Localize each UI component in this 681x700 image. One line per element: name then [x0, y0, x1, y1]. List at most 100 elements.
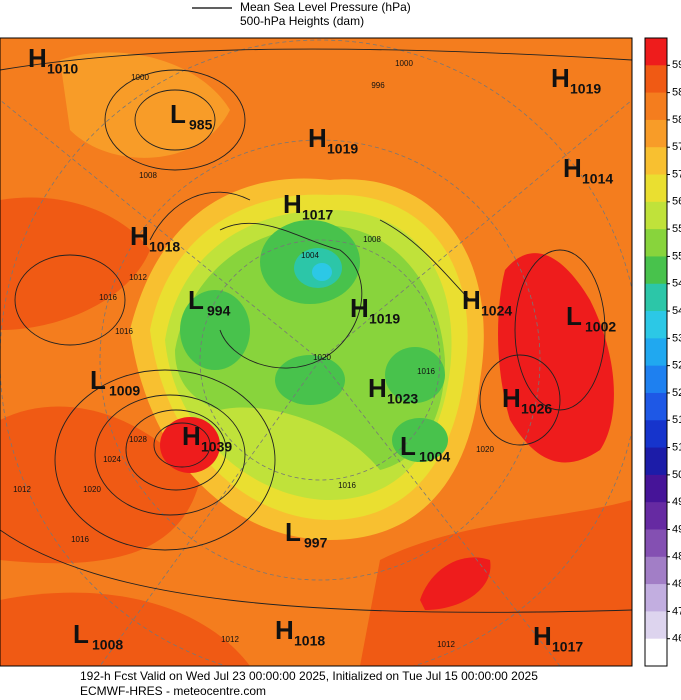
- colorbar-tick-label: 522: [672, 387, 681, 399]
- contour-label: 1028: [129, 435, 147, 444]
- pressure-center-value: 997: [304, 535, 328, 551]
- colorbar-tick-label: 576: [672, 141, 681, 153]
- pressure-center-value: 1026: [521, 401, 552, 417]
- contour-label: 1000: [395, 59, 413, 68]
- footer-text: 192-h Fcst Valid on Wed Jul 23 00:00:00 …: [80, 669, 538, 683]
- colorbar-tick-label: 552: [672, 250, 681, 262]
- pressure-center-value: 1019: [369, 311, 400, 327]
- colorbar-tick-label: 546: [672, 278, 681, 290]
- colorbar-segment: [645, 365, 667, 394]
- pressure-center-value: 1010: [47, 61, 78, 77]
- colorbar-tick-label: 558: [672, 223, 681, 235]
- contour-label: 1012: [221, 635, 239, 644]
- colorbar-tick-label: 492: [672, 523, 681, 535]
- colorbar-segment: [645, 38, 667, 66]
- colorbar-segment: [645, 392, 667, 421]
- contour-label: 1012: [129, 273, 147, 282]
- pressure-center-type: H: [130, 221, 149, 251]
- colorbar-segment: [645, 119, 667, 148]
- contour-label: 996: [371, 81, 385, 90]
- pressure-center-value: 1002: [585, 319, 616, 335]
- colorbar-segment: [645, 147, 667, 176]
- contour-label: 1016: [338, 481, 356, 490]
- pressure-center-type: L: [170, 99, 186, 129]
- pressure-center-value: 994: [207, 303, 231, 319]
- colorbar-tick-label: 504: [672, 469, 681, 481]
- pressure-center-type: H: [308, 123, 327, 153]
- pressure-center-type: L: [188, 285, 204, 315]
- pressure-center-value: 1024: [481, 303, 512, 319]
- contour-label: 1024: [103, 455, 121, 464]
- pressure-center-value: 1017: [552, 639, 583, 655]
- colorbar-tick-label: 474: [672, 605, 681, 617]
- colorbar-tick-label: 594: [672, 59, 681, 71]
- colorbar-segment: [645, 420, 667, 449]
- contour-label: 1012: [13, 485, 31, 494]
- contour-label: 1016: [99, 293, 117, 302]
- colorbar-segment: [645, 556, 667, 585]
- pressure-center-value: 1019: [327, 141, 358, 157]
- colorbar-tick-label: 468: [672, 633, 681, 645]
- pressure-center-value: 1004: [419, 449, 450, 465]
- legend-text: Mean Sea Level Pressure (hPa): [240, 0, 411, 14]
- pressure-center-type: H: [462, 285, 481, 315]
- contour-label: 1020: [83, 485, 101, 494]
- pressure-center-type: L: [90, 365, 106, 395]
- colorbar-tick-label: 582: [672, 114, 681, 126]
- pressure-center-value: 1008: [92, 637, 123, 653]
- pressure-center-value: 1017: [302, 207, 333, 223]
- contour-label: 1016: [115, 327, 133, 336]
- pressure-center-value: 1018: [149, 239, 180, 255]
- pressure-center-type: H: [28, 43, 47, 73]
- colorbar-tick-label: 510: [672, 441, 681, 453]
- contour-label: 1008: [363, 235, 381, 244]
- pressure-center-type: H: [182, 421, 201, 451]
- pressure-center-type: H: [551, 63, 570, 93]
- contour-label: 1012: [437, 640, 455, 649]
- pressure-center-value: 1018: [294, 633, 325, 649]
- colorbar: 594 588 582 576 570 564 558 552 546 540 534 528 522 5…: [644, 37, 681, 667]
- contour-label: 1000: [131, 73, 149, 82]
- pressure-center-value: 1014: [582, 171, 613, 187]
- pressure-center-type: L: [566, 301, 582, 331]
- colorbar-segment: [645, 283, 667, 312]
- colorbar-segment: [645, 65, 667, 94]
- pressure-center-type: H: [563, 153, 582, 183]
- pressure-center-type: H: [533, 621, 552, 651]
- colorbar-tick-label: 588: [672, 87, 681, 99]
- pressure-center-type: L: [73, 619, 89, 649]
- pressure-center-value: 985: [189, 117, 213, 133]
- colorbar-tick-label: 516: [672, 414, 681, 426]
- colorbar-tick-label: 480: [672, 578, 681, 590]
- colorbar-tick-label: 486: [672, 551, 681, 563]
- contour-label: 1016: [417, 367, 435, 376]
- pressure-center-type: L: [285, 517, 301, 547]
- colorbar-tick-label: 570: [672, 168, 681, 180]
- colorbar-segment: [645, 92, 667, 121]
- pressure-center-value: 1009: [109, 383, 140, 399]
- contour-label: 1004: [301, 251, 319, 260]
- colorbar-segment: [645, 447, 667, 476]
- colorbar-segment: [645, 474, 667, 503]
- pressure-center-value: 1023: [387, 391, 418, 407]
- colorbar-segment: [645, 611, 667, 640]
- colorbar-segment: [645, 584, 667, 612]
- colorbar-tick-label: 528: [672, 360, 681, 372]
- colorbar-tick-label: 540: [672, 305, 681, 317]
- colorbar-segment: [645, 338, 667, 367]
- pressure-center-type: H: [283, 189, 302, 219]
- pressure-center-type: H: [368, 373, 387, 403]
- colorbar-segment: [645, 311, 667, 339]
- colorbar-segment: [645, 201, 667, 230]
- contour-label: 1020: [476, 445, 494, 454]
- colorbar-segment: [645, 174, 667, 203]
- pressure-center-value: 1019: [570, 81, 601, 97]
- pressure-center-type: L: [400, 431, 416, 461]
- footer-text: ECMWF-HRES - meteocentre.com: [80, 684, 266, 698]
- colorbar-segment: [645, 502, 667, 530]
- pressure-center-value: 1039: [201, 439, 232, 455]
- contour-label: 1008: [139, 171, 157, 180]
- pressure-center-type: H: [502, 383, 521, 413]
- map: [0, 37, 633, 667]
